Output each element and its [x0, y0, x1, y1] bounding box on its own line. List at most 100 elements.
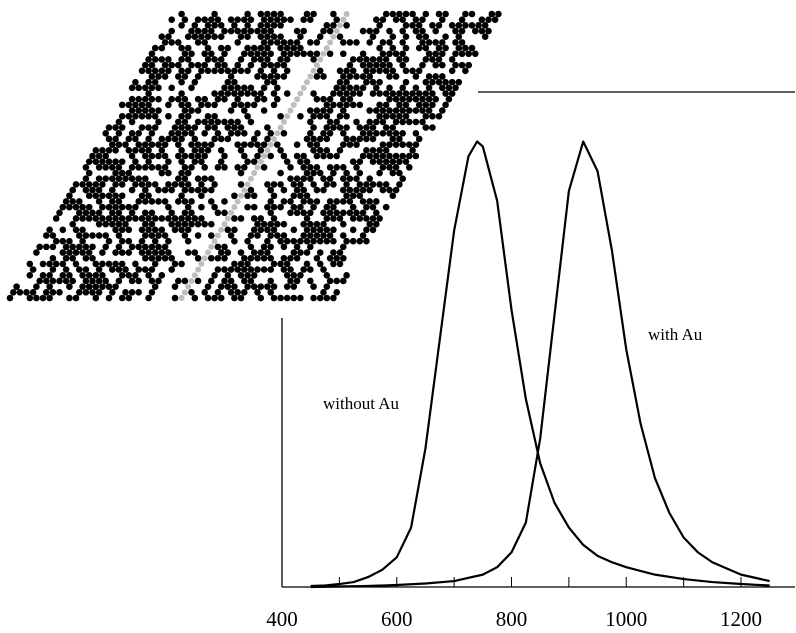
lattice-dot: [109, 141, 116, 148]
lattice-dot: [151, 112, 159, 120]
lattice-dot: [260, 27, 268, 35]
lattice-dot: [425, 84, 433, 92]
lattice-dot: [257, 215, 265, 222]
lattice-dot: [105, 215, 113, 222]
lattice-dot: [138, 147, 146, 154]
lattice-dot: [386, 61, 393, 69]
lattice-dot: [257, 90, 265, 97]
lattice-dot: [277, 124, 284, 131]
lattice-dot: [340, 186, 347, 194]
lattice-dot: [52, 237, 60, 245]
lattice-dot: [313, 232, 321, 239]
lattice-dot: [178, 10, 185, 18]
lattice-dot: [118, 203, 126, 211]
lattice-dot: [82, 266, 90, 273]
lattice-dot: [442, 10, 449, 18]
lattice-dot: [59, 226, 67, 234]
lattice-dot: [92, 215, 100, 222]
lattice-dot: [283, 237, 291, 245]
lattice-dot: [142, 243, 149, 251]
lattice-dot: [142, 141, 149, 148]
lattice-dot: [132, 101, 139, 109]
lattice-dot: [178, 226, 185, 234]
lattice-dot: [412, 129, 420, 137]
lattice-dot: [244, 192, 251, 200]
lattice-dot: [135, 243, 142, 251]
lattice-dot: [326, 164, 334, 171]
lattice-dot: [109, 198, 116, 205]
lattice-dot: [194, 61, 202, 69]
lattice-dot: [161, 254, 169, 262]
lattice-dot: [247, 243, 255, 251]
lattice-dot: [406, 118, 413, 126]
lattice-dot: [373, 118, 380, 126]
lattice-dot: [439, 84, 446, 92]
series-label: with Au: [648, 325, 703, 344]
lattice-dot: [366, 152, 374, 160]
lattice-dot: [320, 95, 327, 103]
lattice-dot: [211, 294, 218, 302]
lattice-dot: [290, 192, 298, 200]
lattice-dot: [326, 198, 334, 205]
lattice-dot: [264, 226, 271, 234]
lattice-dot: [155, 198, 162, 205]
lattice-dot: [109, 220, 116, 228]
lattice-dot: [158, 56, 166, 63]
lattice-dot: [353, 73, 360, 80]
lattice-dot: [310, 147, 317, 154]
lattice-dot: [247, 27, 255, 35]
lattice-dot: [89, 243, 96, 251]
lattice-dot: [303, 249, 311, 256]
lattice-dot: [158, 169, 166, 177]
lattice-dot: [171, 124, 179, 131]
lattice-dot: [208, 232, 215, 239]
lattice-dot: [442, 90, 449, 97]
lattice-dot: [369, 78, 377, 86]
lattice-dot: [122, 141, 129, 148]
lattice-dot: [448, 90, 456, 97]
lattice-dot: [118, 124, 126, 131]
lattice-dot: [247, 277, 255, 285]
lattice-dot: [270, 67, 278, 75]
lattice-dot: [115, 141, 123, 148]
lattice-dot: [283, 67, 291, 75]
lattice-dot: [135, 198, 142, 205]
lattice-dot: [145, 158, 152, 165]
lattice-dot: [346, 209, 354, 217]
lattice-dot: [392, 152, 400, 160]
lattice-dot: [458, 50, 466, 58]
lattice-dot: [231, 226, 238, 234]
lattice-dot: [277, 44, 284, 52]
lattice-dot: [109, 186, 116, 194]
lattice-dot: [194, 175, 202, 183]
lattice-dot: [211, 124, 218, 131]
lattice-dot: [333, 254, 341, 262]
lattice-dot: [336, 33, 344, 41]
lattice-dot: [227, 27, 235, 35]
lattice-dot: [89, 232, 96, 239]
lattice-dot: [373, 84, 380, 92]
lattice-dot: [188, 198, 195, 205]
lattice-dot: [280, 152, 288, 160]
lattice-dot: [336, 124, 344, 131]
lattice-dot: [142, 152, 149, 160]
lattice-dot: [402, 101, 410, 109]
lattice-dot: [155, 95, 162, 103]
lattice-dot: [184, 249, 192, 256]
lattice-dot: [109, 209, 116, 217]
lattice-dot: [165, 33, 172, 41]
lattice-dot: [363, 56, 370, 63]
lattice-dot: [310, 294, 317, 302]
lattice-dot: [151, 226, 159, 234]
lattice-dot: [132, 78, 139, 86]
lattice-dot: [231, 237, 238, 245]
lattice-dot: [250, 226, 258, 234]
lattice-dot: [224, 215, 231, 222]
lattice-dot: [267, 243, 275, 251]
lattice-dot: [244, 44, 251, 52]
lattice-dot: [142, 175, 149, 183]
lattice-dot: [330, 237, 337, 245]
lattice-dot: [208, 186, 215, 194]
lattice-dot: [151, 67, 159, 75]
lattice-dot: [33, 249, 40, 256]
